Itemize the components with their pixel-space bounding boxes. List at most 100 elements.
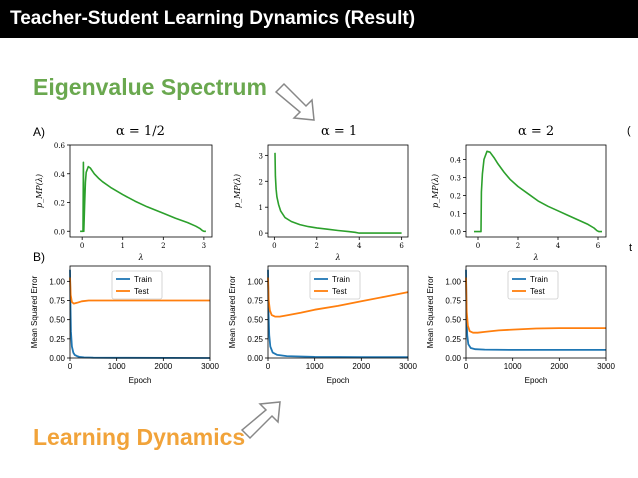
axes-frame — [465, 144, 607, 238]
legend-box — [507, 270, 559, 300]
x-tick-label: 0 — [464, 362, 469, 371]
arrow-bottom — [240, 401, 281, 440]
x-tick-label: 2000 — [352, 362, 370, 371]
chart-4: 0 1000 2000 3000 0.00 0.25 0.50 0.75 1.00 Epoch Me… — [30, 265, 219, 385]
y-axis-label: Mean Squared Error — [426, 275, 435, 348]
x-tick-label: 2000 — [154, 362, 172, 371]
y-axis-label: p_MP(λ) — [35, 174, 44, 208]
y-axis-label: p_MP(λ) — [431, 174, 440, 208]
y-axis-label: Mean Squared Error — [30, 275, 39, 348]
series-line-density — [474, 150, 602, 233]
y-tick-label: 2 — [259, 178, 263, 186]
x-tick-label: 3000 — [597, 362, 615, 371]
slide-title: Teacher-Student Learning Dynamics (Resul… — [10, 8, 416, 29]
y-tick-label: 0.0 — [54, 228, 65, 236]
chart-3: 0 2 4 6 0.0 0.1 0.2 0.3 0.4 λ p_MP(λ) — [431, 144, 607, 262]
legend-label-test: Test — [134, 287, 149, 296]
y-tick-label: 1.00 — [247, 277, 263, 286]
series-line-test — [267, 277, 409, 318]
y-tick-label: 0.50 — [49, 316, 65, 325]
y-tick-label: 0.1 — [450, 211, 461, 219]
x-tick-label: 1000 — [306, 362, 324, 371]
y-tick-label: 0.25 — [247, 335, 263, 344]
legend: Train Test — [111, 270, 163, 300]
row-b-label: B) — [33, 250, 45, 264]
x-tick-label: 0 — [476, 242, 480, 250]
series-line-density — [274, 152, 402, 234]
x-tick-label: 6 — [399, 242, 404, 250]
y-tick-label: 0.0 — [450, 229, 461, 237]
x-tick-label: 4 — [357, 242, 362, 250]
series-line-train — [465, 269, 606, 351]
x-axis-label: λ — [532, 253, 538, 262]
series-line-test — [465, 277, 606, 334]
x-tick-label: 2 — [315, 242, 319, 250]
legend: Train Test — [309, 270, 361, 300]
y-tick-label: 1 — [259, 204, 263, 212]
y-tick-label: 0.00 — [49, 354, 65, 363]
chart-2: 0 2 4 6 0 1 2 3 λ p_MP(λ) — [233, 144, 409, 262]
x-tick-label: 2000 — [550, 362, 568, 371]
legend: Train Test — [507, 270, 559, 300]
y-tick-label: 0.75 — [247, 297, 263, 306]
panel-title-alpha-two: α = 2 — [518, 124, 555, 139]
legend-box — [309, 270, 361, 300]
x-tick-label: 1000 — [108, 362, 126, 371]
y-tick-label: 0.3 — [450, 174, 461, 182]
y-tick-label: 0.00 — [247, 354, 263, 363]
clipped-glyph-b: t — [629, 242, 633, 254]
title-bar: Teacher-Student Learning Dynamics (Resul… — [0, 0, 638, 38]
arrow-top — [274, 82, 315, 121]
y-tick-label: 0.00 — [445, 354, 461, 363]
row-a-label: A) — [33, 125, 45, 139]
eigenvalue-spectrum-label: Eigenvalue Spectrum — [33, 74, 267, 100]
y-tick-label: 1.00 — [445, 277, 461, 286]
y-tick-label: 0.25 — [49, 335, 65, 344]
legend-label-train: Train — [332, 275, 350, 284]
chart-5: 0 1000 2000 3000 0.00 0.25 0.50 0.75 1.00 Epoch Me… — [228, 265, 417, 385]
x-tick-label: 4 — [556, 242, 561, 250]
learning-dynamics-label: Learning Dynamics — [33, 424, 246, 450]
axes-frame — [267, 265, 409, 359]
charts-layer: 0 1 2 3 0.0 0.2 0.4 0.6 λ p_MP(λ) 0 2 4 6 0 1 2 3 λ p_MP(λ)… — [30, 142, 615, 385]
y-tick-label: 0.50 — [247, 316, 263, 325]
y-axis-label: p_MP(λ) — [233, 174, 242, 208]
x-axis-label: Epoch — [525, 376, 548, 385]
y-tick-label: 0.50 — [445, 316, 461, 325]
chart-1: 0 1 2 3 0.0 0.2 0.4 0.6 λ p_MP(λ) — [35, 142, 213, 262]
y-tick-label: 0.25 — [445, 335, 461, 344]
y-tick-label: 0.2 — [450, 193, 461, 201]
y-tick-label: 0.2 — [54, 200, 65, 208]
x-tick-label: 1000 — [504, 362, 522, 371]
y-tick-label: 3 — [259, 152, 263, 160]
x-tick-label: 3 — [202, 242, 206, 250]
x-tick-label: 1 — [121, 242, 125, 250]
x-tick-label: 6 — [596, 242, 601, 250]
y-axis-label: Mean Squared Error — [228, 275, 237, 348]
y-tick-label: 0.75 — [445, 297, 461, 306]
y-tick-label: 0.4 — [450, 156, 462, 164]
y-tick-label: 1.00 — [49, 277, 65, 286]
clipped-glyph-a: ( — [627, 125, 631, 137]
y-tick-label: 0.4 — [54, 171, 66, 179]
legend-label-test: Test — [530, 287, 545, 296]
legend-label-test: Test — [332, 287, 347, 296]
x-tick-label: 3000 — [399, 362, 417, 371]
x-tick-label: 0 — [266, 362, 271, 371]
x-axis-label: λ — [137, 253, 143, 262]
legend-label-train: Train — [530, 275, 548, 284]
x-tick-label: 3000 — [201, 362, 219, 371]
y-tick-label: 0 — [259, 230, 263, 238]
series-line-train — [267, 269, 408, 359]
axes-frame — [267, 144, 409, 238]
y-tick-label: 0.6 — [54, 142, 66, 150]
axes-frame — [465, 265, 607, 359]
y-tick-label: 0.75 — [49, 297, 65, 306]
axes-frame — [69, 265, 211, 359]
panel-title-alpha-half: α = 1/2 — [116, 124, 165, 139]
x-tick-label: 0 — [80, 242, 84, 250]
x-tick-label: 2 — [161, 242, 165, 250]
legend-label-train: Train — [134, 275, 152, 284]
chart-6: 0 1000 2000 3000 0.00 0.25 0.50 0.75 1.00 Epoch Me… — [426, 265, 615, 385]
